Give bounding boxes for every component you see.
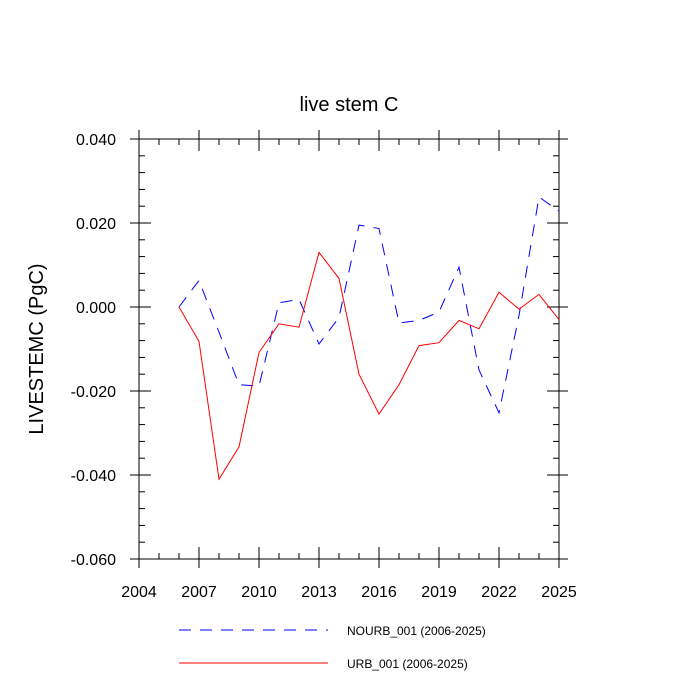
x-tick-label: 2013 (301, 584, 337, 601)
x-tick-label: 2016 (361, 584, 397, 601)
y-tick-label: 0.000 (76, 300, 116, 317)
legend-label-2: URB_001 (2006-2025) (347, 657, 468, 671)
y-axis-label: LIVESTEMC (PgC) (26, 263, 48, 434)
x-tick-label: 2019 (421, 584, 457, 601)
x-tick-label: 2022 (481, 584, 517, 601)
x-tick-label: 2004 (121, 584, 157, 601)
x-tick-label: 2007 (181, 584, 217, 601)
chart-title: live stem C (300, 94, 399, 116)
y-tick-labels: -0.060 -0.040 -0.020 0.000 0.020 0.040 (71, 132, 116, 569)
major-ticks (130, 130, 568, 568)
series-line-2 (178, 251, 560, 481)
plot-frame (138, 138, 560, 560)
x-tick-label: 2010 (241, 584, 277, 601)
y-tick-label: -0.040 (71, 468, 116, 485)
minor-ticks (139, 139, 559, 559)
y-tick-label: 0.040 (76, 132, 116, 149)
series-line-1 (178, 196, 560, 415)
y-tick-label: 0.020 (76, 216, 116, 233)
series-lines (178, 196, 560, 481)
y-tick-label: -0.020 (71, 384, 116, 401)
x-tick-labels: 2004 2007 2010 2013 2016 2019 2022 2025 (121, 584, 577, 601)
y-tick-label: -0.060 (71, 552, 116, 569)
legend: NOURB_001 (2006-2025) URB_001 (2006-2025) (179, 624, 486, 671)
x-tick-label: 2025 (541, 584, 577, 601)
legend-label-1: NOURB_001 (2006-2025) (347, 624, 486, 638)
